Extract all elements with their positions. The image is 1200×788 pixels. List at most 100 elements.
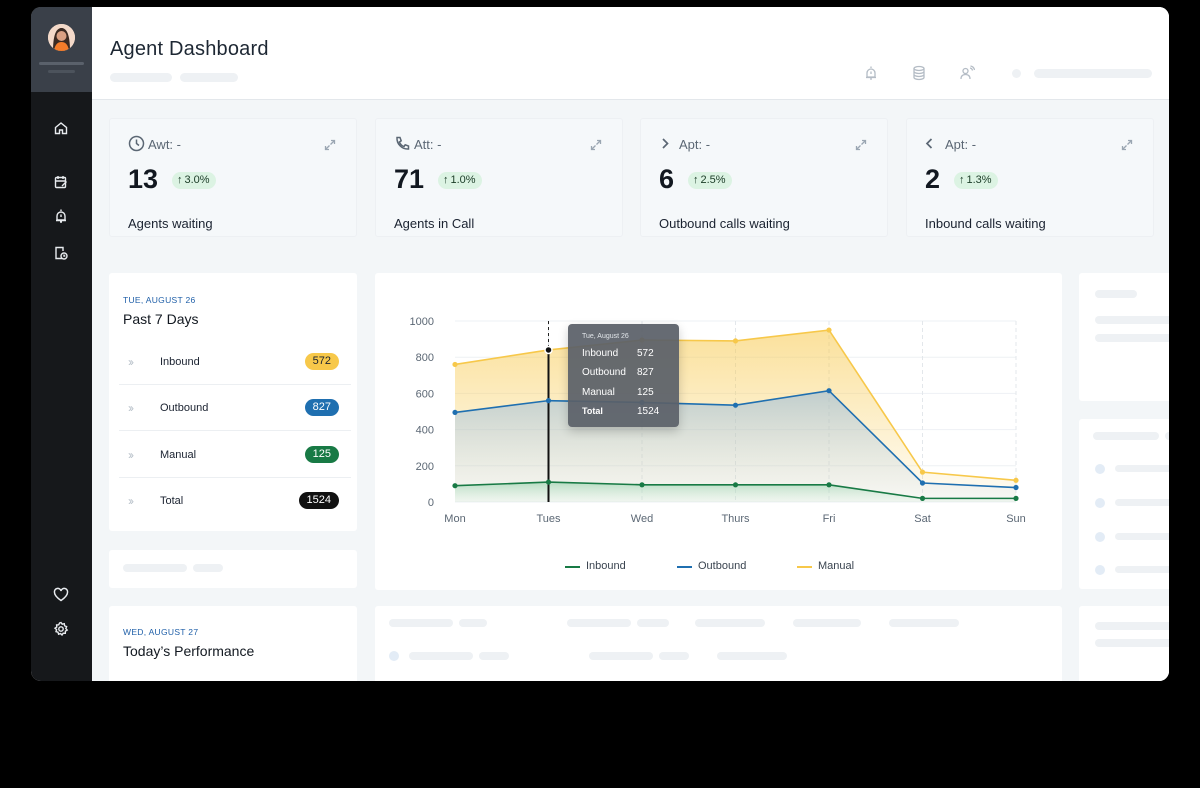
double-chevron-icon: ›› <box>128 494 134 508</box>
text-placeholder <box>1095 316 1169 324</box>
line-area-chart: 0 200 400 600 800 1000 Mon Tues Wed Thurs Fri Sat Su… <box>410 316 1026 525</box>
heart-icon[interactable] <box>53 587 69 603</box>
change-badge: ↑ 2.5% <box>688 172 732 189</box>
change-badge: ↑ 3.0% <box>172 172 216 189</box>
alarm-bell-icon[interactable] <box>53 208 69 224</box>
y-tick-label: 200 <box>416 461 434 473</box>
x-tick-label: Sat <box>914 513 931 525</box>
change-value: 1.3% <box>966 174 992 186</box>
list-item[interactable]: ›› Outbound 827 <box>119 385 351 431</box>
page-title: Agent Dashboard <box>110 38 269 60</box>
count-badge: 827 <box>304 399 339 416</box>
data-point-manual <box>826 327 832 333</box>
phone-icon <box>394 135 411 152</box>
text-placeholder <box>1095 334 1169 342</box>
legend-swatch <box>677 566 692 568</box>
past-7-days-card: TUE, AUGUST 26 Past 7 Days ›› Inbound 57… <box>109 273 357 531</box>
tooltip-value: 572 <box>637 348 654 359</box>
data-point-manual <box>732 338 739 344</box>
profile-name-placeholder <box>39 62 84 65</box>
stat-card-inbound-waiting[interactable]: Apt: - 2 ↑ 1.3% Inbound calls waiting <box>906 118 1154 237</box>
tooltip-label: Outbound <box>582 367 626 378</box>
stat-value: 71 <box>394 164 425 194</box>
stat-card-agents-in-call[interactable]: Att: - 71 ↑ 1.0% Agents in Call <box>375 118 623 237</box>
home-icon[interactable] <box>53 120 69 136</box>
tooltip-date: Tue, August 26 <box>582 333 629 340</box>
user-menu-placeholder[interactable] <box>1034 69 1152 78</box>
text-placeholder <box>1093 432 1159 440</box>
stat-value: 6 <box>659 164 675 194</box>
radio-placeholder[interactable] <box>1095 464 1105 474</box>
text-placeholder <box>589 652 653 660</box>
y-tick-label: 800 <box>416 352 434 364</box>
chart-tooltip: Tue, August 26 Inbound 572 Outbound 827 Ma… <box>568 324 679 427</box>
data-point-inbound <box>639 482 645 488</box>
app-window: Agent Dashboard Awt: - 13 <box>31 7 1169 681</box>
panel-date: TUE, AUGUST 26 <box>123 295 196 305</box>
text-placeholder <box>123 564 187 572</box>
tooltip-label: Inbound <box>582 348 619 359</box>
y-tick-label: 0 <box>428 497 434 509</box>
tooltip-value: 827 <box>637 367 654 378</box>
data-point-outbound <box>452 409 458 416</box>
panel-date: WED, AUGUST 27 <box>123 627 199 637</box>
double-chevron-icon: ›› <box>128 448 134 462</box>
text-placeholder <box>889 619 959 627</box>
data-point-manual <box>919 469 926 475</box>
radio-placeholder[interactable] <box>389 651 399 661</box>
data-point-inbound <box>1013 495 1019 501</box>
expand-icon[interactable] <box>1121 139 1133 151</box>
text-placeholder <box>409 652 473 660</box>
placeholder-card <box>1079 606 1169 681</box>
text-placeholder <box>1115 499 1169 506</box>
stat-description: Agents waiting <box>128 216 213 231</box>
list-item[interactable]: ›› Total 1524 <box>119 478 351 524</box>
panel-title: Past 7 Days <box>123 311 199 327</box>
text-placeholder <box>1095 622 1169 630</box>
text-placeholder <box>717 652 787 660</box>
placeholder-card <box>1079 273 1169 401</box>
placeholder-card <box>109 550 357 588</box>
radio-placeholder[interactable] <box>1095 565 1105 575</box>
page-header: Agent Dashboard <box>92 7 1169 100</box>
breadcrumb-placeholder[interactable] <box>110 73 172 82</box>
count-badge: 1524 <box>298 492 339 509</box>
data-point-manual <box>1013 477 1019 483</box>
change-value: 3.0% <box>184 174 210 186</box>
text-placeholder <box>1115 465 1169 472</box>
stat-card-agents-waiting[interactable]: Awt: - 13 ↑ 3.0% Agents waiting <box>109 118 357 237</box>
alarm-bell-icon[interactable] <box>863 65 879 81</box>
document-clock-icon[interactable] <box>53 245 69 261</box>
arrow-up-icon: ↑ <box>177 174 183 186</box>
breadcrumb-placeholder[interactable] <box>180 73 238 82</box>
list-item[interactable]: ›› Inbound 572 <box>119 339 351 385</box>
list-item[interactable]: ›› Manual 125 <box>119 432 351 478</box>
text-placeholder <box>1165 432 1169 440</box>
expand-icon[interactable] <box>324 139 336 151</box>
data-point-inbound <box>452 483 458 489</box>
clock-icon <box>128 135 145 152</box>
data-point-outbound <box>545 398 552 404</box>
text-placeholder <box>695 619 765 627</box>
x-tick-label: Thurs <box>721 513 750 525</box>
database-icon[interactable] <box>911 65 927 81</box>
expand-icon[interactable] <box>855 139 867 151</box>
settings-gear-icon[interactable] <box>53 621 69 637</box>
calendar-edit-icon[interactable] <box>53 174 69 190</box>
profile-area[interactable] <box>31 7 92 92</box>
stat-description: Outbound calls waiting <box>659 216 790 231</box>
stat-card-outbound-waiting[interactable]: Apt: - 6 ↑ 2.5% Outbound calls waiting <box>640 118 888 237</box>
stat-value: 2 <box>925 164 941 194</box>
avatar[interactable] <box>48 24 75 51</box>
legend-swatch <box>565 566 580 568</box>
expand-icon[interactable] <box>590 139 602 151</box>
data-point-manual <box>544 345 553 355</box>
radio-placeholder[interactable] <box>1095 532 1105 542</box>
row-label: Inbound <box>160 356 200 368</box>
weekly-calls-chart: 0 200 400 600 800 1000 Mon Tues Wed Thurs Fri Sat Su… <box>375 273 1062 590</box>
chevron-left-icon <box>921 135 938 152</box>
user-signal-icon[interactable] <box>959 65 975 81</box>
data-point-manual <box>452 361 458 368</box>
radio-placeholder[interactable] <box>1095 498 1105 508</box>
x-tick-label: Sun <box>1006 513 1026 525</box>
